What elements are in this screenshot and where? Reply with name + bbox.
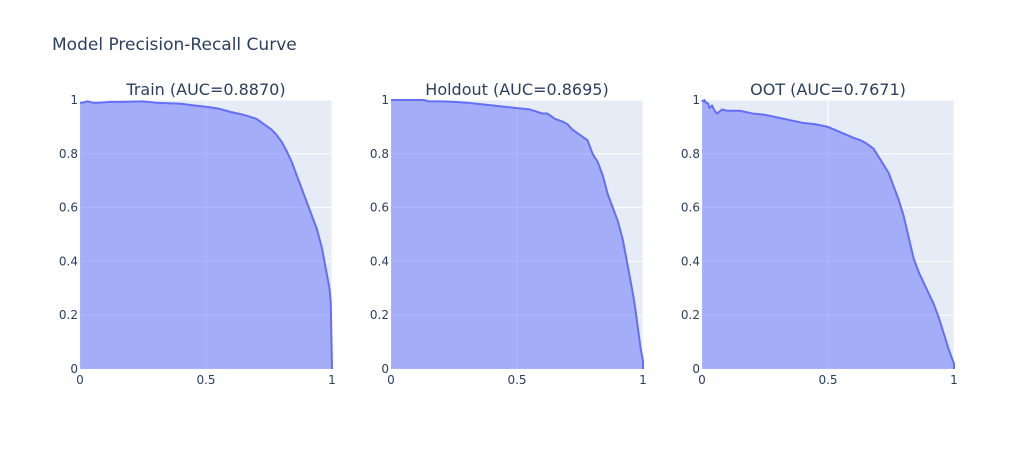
y-tick-label: 0.2: [370, 308, 389, 322]
subplot-title: Train (AUC=0.8870): [125, 80, 285, 99]
x-tick-label: 1: [950, 373, 958, 387]
y-tick-label: 0.4: [681, 254, 700, 268]
y-tick-label: 1: [381, 93, 389, 107]
y-tick-label: 0.8: [370, 147, 389, 161]
x-tick-label: 0: [387, 373, 395, 387]
pr-area-fill: [702, 100, 954, 369]
y-tick-label: 0.4: [59, 254, 78, 268]
y-tick-label: 0: [381, 362, 389, 376]
x-tick-label: 0: [698, 373, 706, 387]
x-tick-label: 1: [639, 373, 647, 387]
pr-area-fill: [80, 101, 332, 369]
y-tick-label: 0.4: [370, 254, 389, 268]
y-tick-label: 0.6: [370, 201, 389, 215]
pr-area-fill: [391, 100, 643, 369]
x-tick-label: 0.5: [818, 373, 837, 387]
subplot-3: OOT (AUC=0.7671) 0 0.5 1 0 0.2 0.4 0.6 0.8 1: [681, 80, 958, 387]
pr-curve-line: [391, 99, 644, 369]
subplot-2: Holdout (AUC=0.8695) 0 0.5 1 0 0.2 0.4 0.6 0.8 1: [370, 80, 647, 387]
y-tick-label: 0: [692, 362, 700, 376]
x-tick-label: 0: [76, 373, 84, 387]
y-tick-label: 1: [70, 93, 78, 107]
pr-curve-line: [701, 99, 955, 369]
figure-title: Model Precision-Recall Curve: [52, 35, 297, 55]
y-tick-label: 0.6: [681, 201, 700, 215]
y-tick-label: 1: [692, 93, 700, 107]
subplot-1: Train (AUC=0.8870) 0 0.5 1 0 0.2 0.4 0.6 0.8 1: [59, 80, 336, 387]
subplot-title: OOT (AUC=0.7671): [750, 80, 906, 99]
y-tick-label: 0.8: [681, 147, 700, 161]
pr-curve-line: [80, 100, 333, 370]
y-tick-label: 0.6: [59, 201, 78, 215]
x-tick-label: 0.5: [507, 373, 526, 387]
x-tick-label: 0.5: [196, 373, 215, 387]
y-tick-label: 0.2: [59, 308, 78, 322]
subplot-title: Holdout (AUC=0.8695): [425, 80, 608, 99]
y-tick-label: 0.8: [59, 147, 78, 161]
y-tick-label: 0.2: [681, 308, 700, 322]
x-tick-label: 1: [328, 373, 336, 387]
y-tick-label: 0: [70, 362, 78, 376]
